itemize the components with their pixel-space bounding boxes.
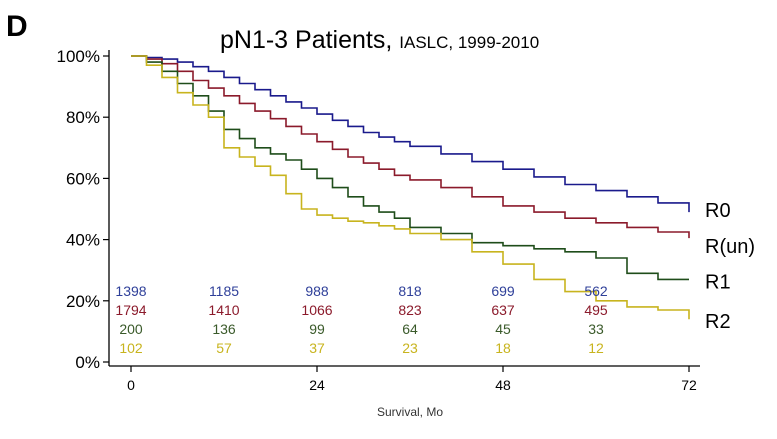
at-risk-value: 1410 <box>208 302 239 318</box>
survival-curve-0 <box>131 55 690 213</box>
at-risk-value: 1185 <box>209 283 239 299</box>
panel-label: D <box>6 10 28 43</box>
at-risk-value: 200 <box>119 321 143 337</box>
at-risk-value: 57 <box>216 340 232 356</box>
at-risk-value: 18 <box>495 340 511 356</box>
at-risk-value: 1794 <box>115 302 146 318</box>
at-risk-value: 637 <box>491 302 515 318</box>
at-risk-value: 699 <box>491 283 515 299</box>
x-tick-label: 24 <box>309 377 325 393</box>
y-tick-label: 60% <box>66 169 100 188</box>
x-axis-label: Survival, Mo <box>377 405 443 419</box>
survival-curve-1 <box>131 55 690 239</box>
series-label-1: R(un) <box>705 236 755 258</box>
at-risk-value: 1398 <box>115 283 146 299</box>
at-risk-value: 33 <box>588 321 604 337</box>
x-tick-label: 48 <box>495 377 511 393</box>
y-tick-label: 100% <box>57 47 100 66</box>
at-risk-value: 102 <box>119 340 143 356</box>
series-label-0: R0 <box>705 200 731 222</box>
y-tick-label: 20% <box>66 292 100 311</box>
at-risk-value: 23 <box>402 340 418 356</box>
at-risk-value: 37 <box>309 340 325 356</box>
x-tick-label: 72 <box>681 377 697 393</box>
x-tick-label: 0 <box>127 377 135 393</box>
at-risk-value: 99 <box>309 321 325 337</box>
at-risk-value: 495 <box>584 302 608 318</box>
series-label-3: R2 <box>705 311 731 333</box>
y-tick-label: 40% <box>66 231 100 250</box>
at-risk-value: 818 <box>398 283 422 299</box>
y-tick-label: 80% <box>66 108 100 127</box>
at-risk-value: 823 <box>398 302 422 318</box>
at-risk-value: 988 <box>305 283 329 299</box>
y-tick-label: 0% <box>75 353 100 372</box>
series-label-2: R1 <box>705 271 731 293</box>
survival-curve-3 <box>131 55 690 320</box>
chart-title-suffix: IASLC, 1999-2010 <box>399 33 540 52</box>
at-risk-value: 45 <box>495 321 511 337</box>
at-risk-value: 1066 <box>301 302 332 318</box>
at-risk-value: 12 <box>588 340 604 356</box>
at-risk-value: 136 <box>212 321 236 337</box>
chart-title: pN1-3 Patients, IASLC, 1999-2010 <box>220 26 539 55</box>
at-risk-value: 562 <box>584 283 608 299</box>
at-risk-value: 64 <box>402 321 418 337</box>
chart-title-main: pN1-3 Patients, <box>220 26 400 54</box>
survival-curve-2 <box>131 55 689 281</box>
